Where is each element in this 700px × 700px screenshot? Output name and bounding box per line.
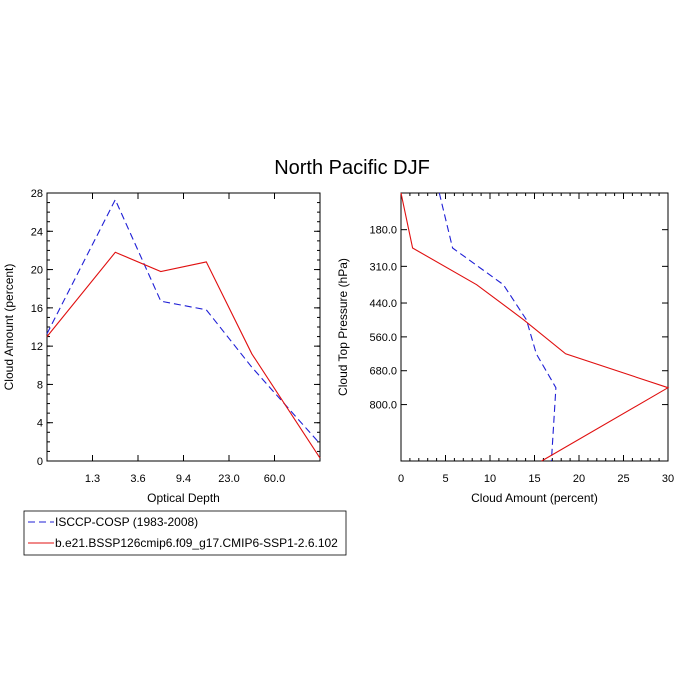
left-y-tick-label: 20	[31, 265, 43, 277]
right-x-tick-label: 0	[398, 473, 404, 485]
right-series-observed-line	[438, 192, 557, 462]
left-x-axis-label: Optical Depth	[147, 491, 220, 505]
right-x-tick-label: 15	[528, 473, 540, 485]
legend-label-model: b.e21.BSSP126cmip6.f09_g17.CMIP6-SSP1-2.…	[55, 536, 338, 550]
left-y-tick-label: 0	[37, 456, 43, 468]
right-y-tick-label: 680.0	[369, 366, 397, 378]
left-y-axis-label: Cloud Amount (percent)	[2, 264, 16, 391]
left-y-tick-label: 24	[31, 226, 43, 238]
left-x-tick-label: 1.3	[85, 473, 100, 485]
right-x-tick-label: 25	[617, 473, 629, 485]
legend-label-observed: ISCCP-COSP (1983-2008)	[55, 515, 198, 529]
left-y-tick-label: 12	[31, 341, 43, 353]
right-panel-cloud-top-pressure: 0 5 10 15 20 25 30 180.0 310.0 440.0 560.0 680.0 800…	[336, 192, 674, 505]
left-series-observed-line	[46, 198, 321, 445]
right-x-tick-label: 5	[442, 473, 448, 485]
right-y-tick-label: 800.0	[369, 400, 397, 412]
left-y-tick-label: 8	[37, 379, 43, 391]
legend: ISCCP-COSP (1983-2008) b.e21.BSSP126cmip…	[23, 510, 347, 556]
left-x-tick-label: 9.4	[176, 473, 191, 485]
left-x-tick-label: 23.0	[218, 473, 239, 485]
left-panel-optical-depth: 0 4 8 12 16 20 24 28 1.3 3.6 9.4 23.0 60.0 Optical De…	[2, 188, 321, 505]
right-y-tick-label: 560.0	[369, 332, 397, 344]
left-plot-frame	[46, 192, 321, 462]
legend-box	[23, 510, 347, 556]
right-plot-frame	[400, 192, 669, 462]
right-y-axis-label: Cloud Top Pressure (hPa)	[336, 258, 350, 396]
left-series-model-line	[46, 251, 321, 459]
right-x-axis-label: Cloud Amount (percent)	[471, 491, 598, 505]
right-y-tick-label: 440.0	[369, 298, 397, 310]
right-y-tick-label: 180.0	[369, 225, 397, 237]
right-x-tick-label: 10	[484, 473, 496, 485]
right-series-model-line	[400, 192, 670, 462]
left-y-tick-label: 4	[37, 418, 43, 430]
left-x-tick-label: 60.0	[264, 473, 285, 485]
right-x-tick-label: 20	[573, 473, 585, 485]
left-x-tick-label: 3.6	[130, 473, 145, 485]
left-y-tick-label: 28	[31, 188, 43, 200]
right-y-tick-label: 310.0	[369, 261, 397, 273]
left-y-tick-label: 16	[31, 303, 43, 315]
right-x-tick-label: 30	[662, 473, 674, 485]
chart-title: North Pacific DJF	[274, 157, 430, 179]
